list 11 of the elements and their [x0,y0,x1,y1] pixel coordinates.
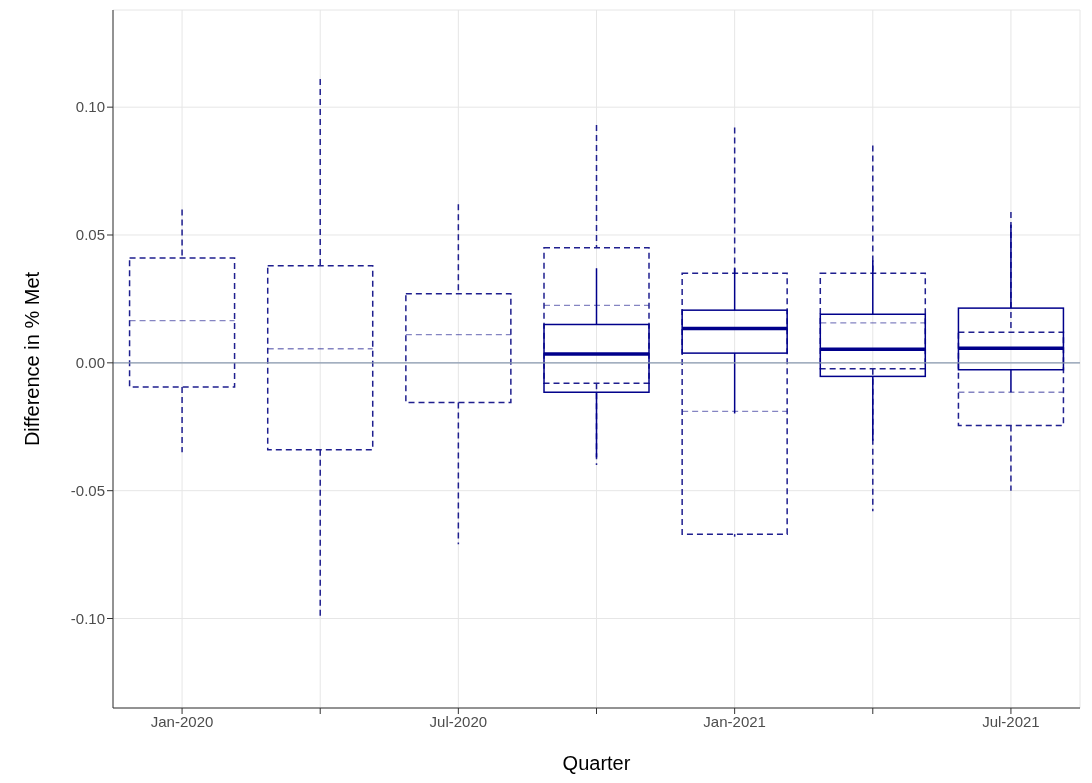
y-tick-label: -0.10 [70,609,105,627]
y-tick-label: 0.05 [75,226,105,244]
x-tick-label: Jul-2021 [982,712,1040,730]
y-tick-label: -0.05 [70,482,105,499]
x-axis-title: Quarter [562,752,631,774]
x-tick-label: Jul-2020 [429,712,488,730]
y-tick-label: 0.00 [75,354,105,372]
x-tick-label: Jan-2020 [150,712,214,730]
y-axis-title: Difference in % Met [21,271,44,447]
x-tick-label: Jan-2021 [703,712,766,730]
y-tick-label: 0.10 [75,98,105,116]
